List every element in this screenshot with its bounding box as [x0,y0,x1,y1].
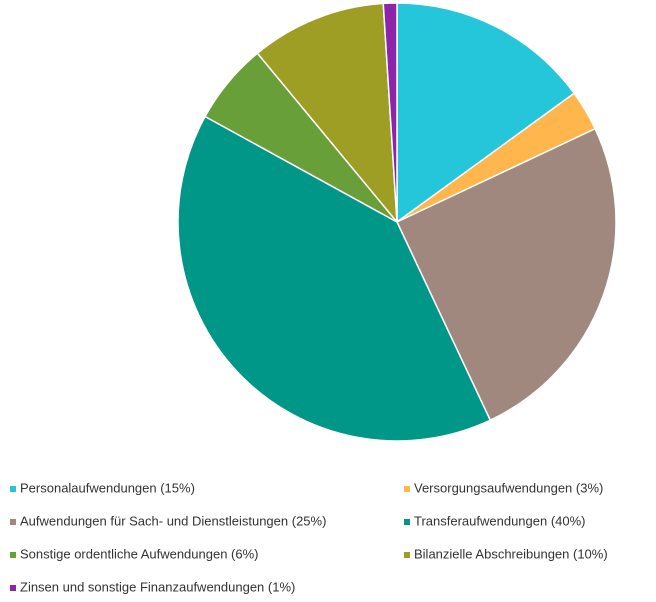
pie-slice [382,2,398,223]
legend-label: Transferaufwendungen (40%) [414,513,586,528]
legend-swatch [10,486,16,492]
pie-slice [396,127,617,422]
legend-label: Bilanzielle Abschreibungen (10%) [414,546,608,561]
pie-slice [396,2,576,224]
legend-swatch [10,552,16,558]
legend-swatch [10,519,16,525]
legend-swatch [404,486,410,492]
legend-label: Versorgungsaufwendungen (3%) [414,480,603,495]
legend-label: Personalaufwendungen (15%) [20,480,195,495]
legend-label: Aufwendungen für Sach- und Dienstleistun… [20,513,326,528]
legend-swatch [404,519,410,525]
legend-swatch [404,552,410,558]
pie-slice [177,115,492,442]
legend-label: Sonstige ordentliche Aufwendungen (6%) [20,546,259,561]
pie-slice [256,2,398,225]
legend-swatch [10,585,16,591]
legend-label: Zinsen und sonstige Finanzaufwendungen (… [20,579,295,594]
